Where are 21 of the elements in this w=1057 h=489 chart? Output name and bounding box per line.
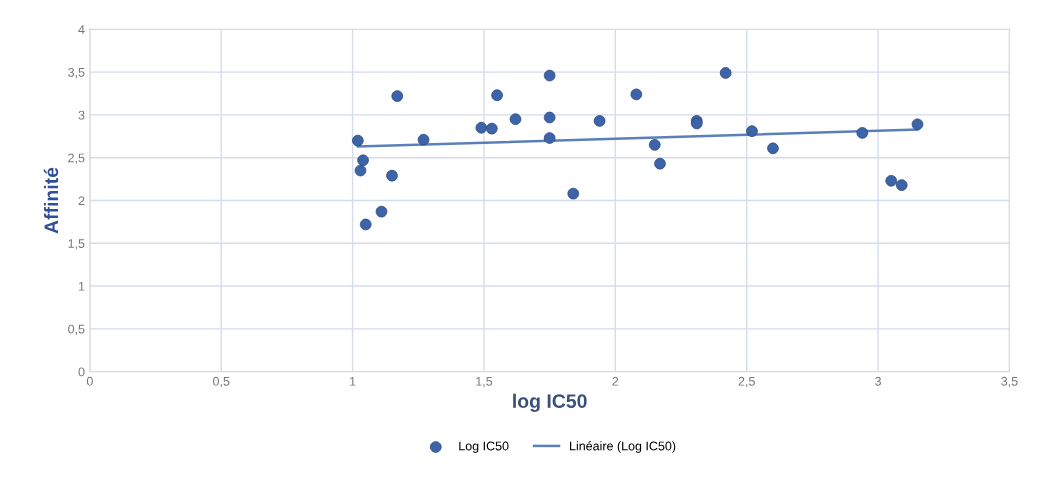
x-tick-label: 2,5 [738, 376, 755, 388]
y-tick-label: 0 [78, 367, 85, 377]
legend-label: Linéaire (Log IC50) [570, 441, 676, 453]
y-tick-label: 3,5 [68, 67, 85, 79]
y-tick-label: 1,5 [68, 239, 85, 250]
y-tick-label: 3 [78, 110, 85, 120]
y-tick-label: 2 [78, 196, 85, 206]
x-tick-label: 3 [875, 376, 881, 386]
x-tick-label: 0 [86, 376, 93, 386]
x-tick-label: 1 [350, 376, 356, 386]
x-tick-label: 3,5 [1001, 376, 1018, 388]
y-tick-label: 1 [78, 281, 85, 291]
legend-label: Log IC50 [459, 441, 509, 453]
x-axis-title: log IC50 [513, 393, 587, 412]
y-tick-label: 0,5 [68, 324, 85, 335]
x-tick-label: 0,5 [213, 376, 230, 388]
x-tick-label: 2 [612, 376, 619, 386]
y-axis-title: Affinité [43, 167, 59, 234]
y-tick-label: 4 [78, 25, 85, 34]
y-tick-label: 2,5 [68, 153, 85, 164]
x-tick-label: 1,5 [476, 376, 493, 388]
